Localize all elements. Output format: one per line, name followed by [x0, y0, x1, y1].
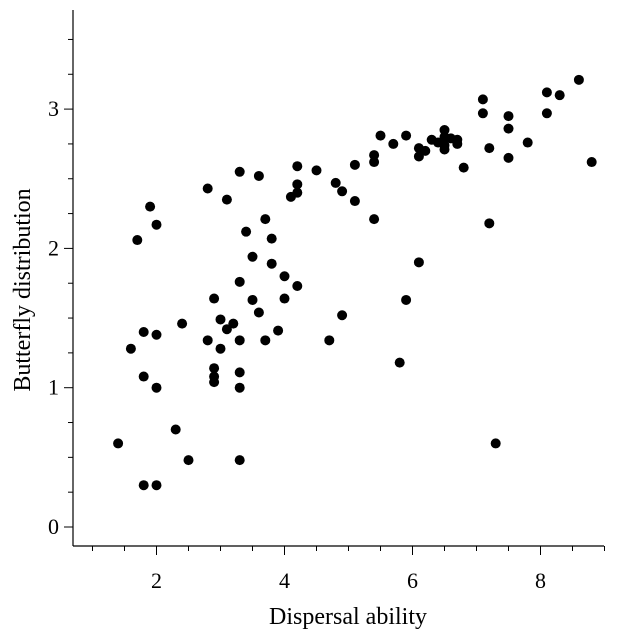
data-point [138, 371, 149, 382]
data-point [183, 455, 194, 466]
data-point [132, 235, 143, 246]
data-point [439, 124, 450, 135]
data-point [125, 343, 136, 354]
data-point [202, 335, 213, 346]
data-point [452, 138, 463, 149]
y-axis-ticks: 0 1 2 3 [48, 38, 73, 539]
x-axis-ticks: 2 4 6 8 [92, 546, 605, 593]
data-point [458, 162, 469, 173]
data-point [234, 382, 245, 393]
data-point [349, 159, 360, 170]
y-tick-label: 2 [48, 235, 59, 260]
data-point [279, 293, 290, 304]
data-point [401, 130, 412, 141]
x-tick-label: 2 [151, 568, 162, 593]
data-point [292, 161, 303, 172]
data-point [503, 152, 514, 163]
data-point [349, 196, 360, 207]
data-point [522, 137, 533, 148]
data-point [241, 226, 252, 237]
x-tick-label: 6 [407, 568, 418, 593]
data-point [420, 145, 431, 156]
data-point [503, 123, 514, 134]
data-point [503, 111, 514, 122]
data-point [253, 307, 264, 318]
data-point [145, 201, 156, 212]
data-point [209, 377, 220, 388]
data-point [215, 314, 226, 325]
data-point [337, 186, 348, 197]
data-point [330, 177, 341, 188]
y-axis-label: Butterfly distribution [10, 188, 36, 391]
data-point [234, 276, 245, 287]
data-point [151, 382, 162, 393]
data-point [215, 343, 226, 354]
data-point [369, 157, 380, 168]
data-point [369, 150, 380, 161]
data-point [541, 87, 552, 98]
data-point [477, 94, 488, 105]
data-point [247, 251, 258, 262]
data-point [401, 294, 412, 305]
data-point [234, 335, 245, 346]
data-point [170, 424, 181, 435]
data-point [177, 318, 188, 329]
data-point [273, 325, 284, 336]
x-tick-label: 8 [535, 568, 546, 593]
data-point [151, 480, 162, 491]
data-point [375, 130, 386, 141]
y-tick-label: 1 [48, 375, 59, 400]
data-point [209, 293, 220, 304]
data-point [279, 271, 290, 282]
axes: 2 4 6 8 0 1 2 3 [48, 10, 605, 593]
data-point [394, 357, 405, 368]
data-points [113, 74, 597, 491]
data-point [113, 438, 124, 449]
data-point [369, 214, 380, 225]
x-tick-label: 4 [279, 568, 290, 593]
data-point [388, 138, 399, 149]
data-point [253, 170, 264, 181]
data-point [138, 326, 149, 337]
data-point [234, 367, 245, 378]
data-point [311, 165, 322, 176]
data-point [541, 108, 552, 119]
data-point [324, 335, 335, 346]
data-point [138, 480, 149, 491]
data-point [586, 157, 597, 168]
data-point [292, 281, 303, 292]
data-point [221, 194, 232, 205]
data-point [554, 90, 565, 101]
y-tick-label: 0 [48, 514, 59, 539]
data-point [484, 218, 495, 229]
x-axis-label: Dispersal ability [269, 604, 427, 629]
data-point [202, 183, 213, 194]
data-point [260, 214, 271, 225]
data-point [228, 318, 239, 329]
data-point [490, 438, 501, 449]
data-point [260, 335, 271, 346]
data-point [266, 233, 277, 244]
data-point [413, 257, 424, 268]
data-point [234, 166, 245, 177]
data-point [573, 74, 584, 85]
data-point [292, 179, 303, 190]
data-point [337, 310, 348, 321]
data-point [247, 294, 258, 305]
data-point [292, 187, 303, 198]
data-point [484, 143, 495, 154]
data-point [151, 329, 162, 340]
y-tick-label: 3 [48, 96, 59, 121]
data-point [209, 363, 220, 374]
data-point [266, 258, 277, 269]
data-point [151, 219, 162, 230]
data-point [439, 144, 450, 155]
data-point [477, 108, 488, 119]
data-point [234, 455, 245, 466]
